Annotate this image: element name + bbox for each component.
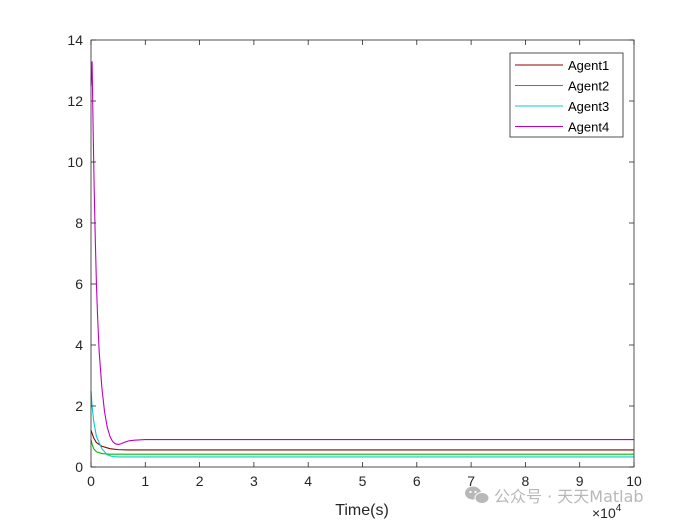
x-axis-label: Time(s) — [335, 502, 389, 519]
x-tick-label: 5 — [359, 473, 367, 489]
series-line-agent3 — [90, 390, 634, 458]
legend-label-agent2: Agent2 — [568, 79, 609, 94]
x-tick-label: 1 — [141, 473, 149, 489]
x-tick-label: 3 — [250, 473, 258, 489]
y-tick-label: 4 — [75, 337, 83, 353]
x-tick-label: 8 — [522, 473, 530, 489]
y-tick-label: 8 — [75, 215, 83, 231]
legend-box — [509, 52, 624, 138]
watermark: 公众号 · 天天Matlab — [465, 486, 644, 506]
watermark-text: 公众号 · 天天Matlab — [494, 487, 644, 506]
legend-label-agent4: Agent4 — [568, 120, 609, 135]
x-tick-label: 6 — [413, 473, 421, 489]
x-tick-label: 0 — [87, 473, 95, 489]
y-tick-label: 12 — [67, 93, 83, 109]
legend-items: Agent1 Agent2 Agent3 Agent4 — [515, 58, 609, 135]
x-tick-label: 4 — [304, 473, 312, 489]
legend-label-agent1: Agent1 — [568, 58, 609, 73]
series-line-agent4 — [90, 61, 634, 445]
x-tick-label: 2 — [196, 473, 204, 489]
series-layer — [90, 61, 634, 458]
x-tick-label: 9 — [576, 473, 584, 489]
wechat-icon — [465, 486, 490, 504]
legend: Agent1 Agent2 Agent3 Agent4 — [509, 52, 624, 138]
legend-label-agent3: Agent3 — [568, 99, 609, 114]
y-tick-label: 2 — [75, 398, 83, 414]
y-tick-label: 0 — [75, 459, 83, 475]
y-tick-label: 6 — [75, 276, 83, 292]
x-tick-label: 7 — [467, 473, 475, 489]
x-scale-exponent: ×104 — [592, 503, 622, 521]
y-tick-label: 10 — [67, 154, 83, 170]
series-line-agent1 — [90, 430, 634, 451]
x-tick-label: 10 — [626, 473, 642, 489]
y-tick-label: 14 — [67, 32, 83, 48]
